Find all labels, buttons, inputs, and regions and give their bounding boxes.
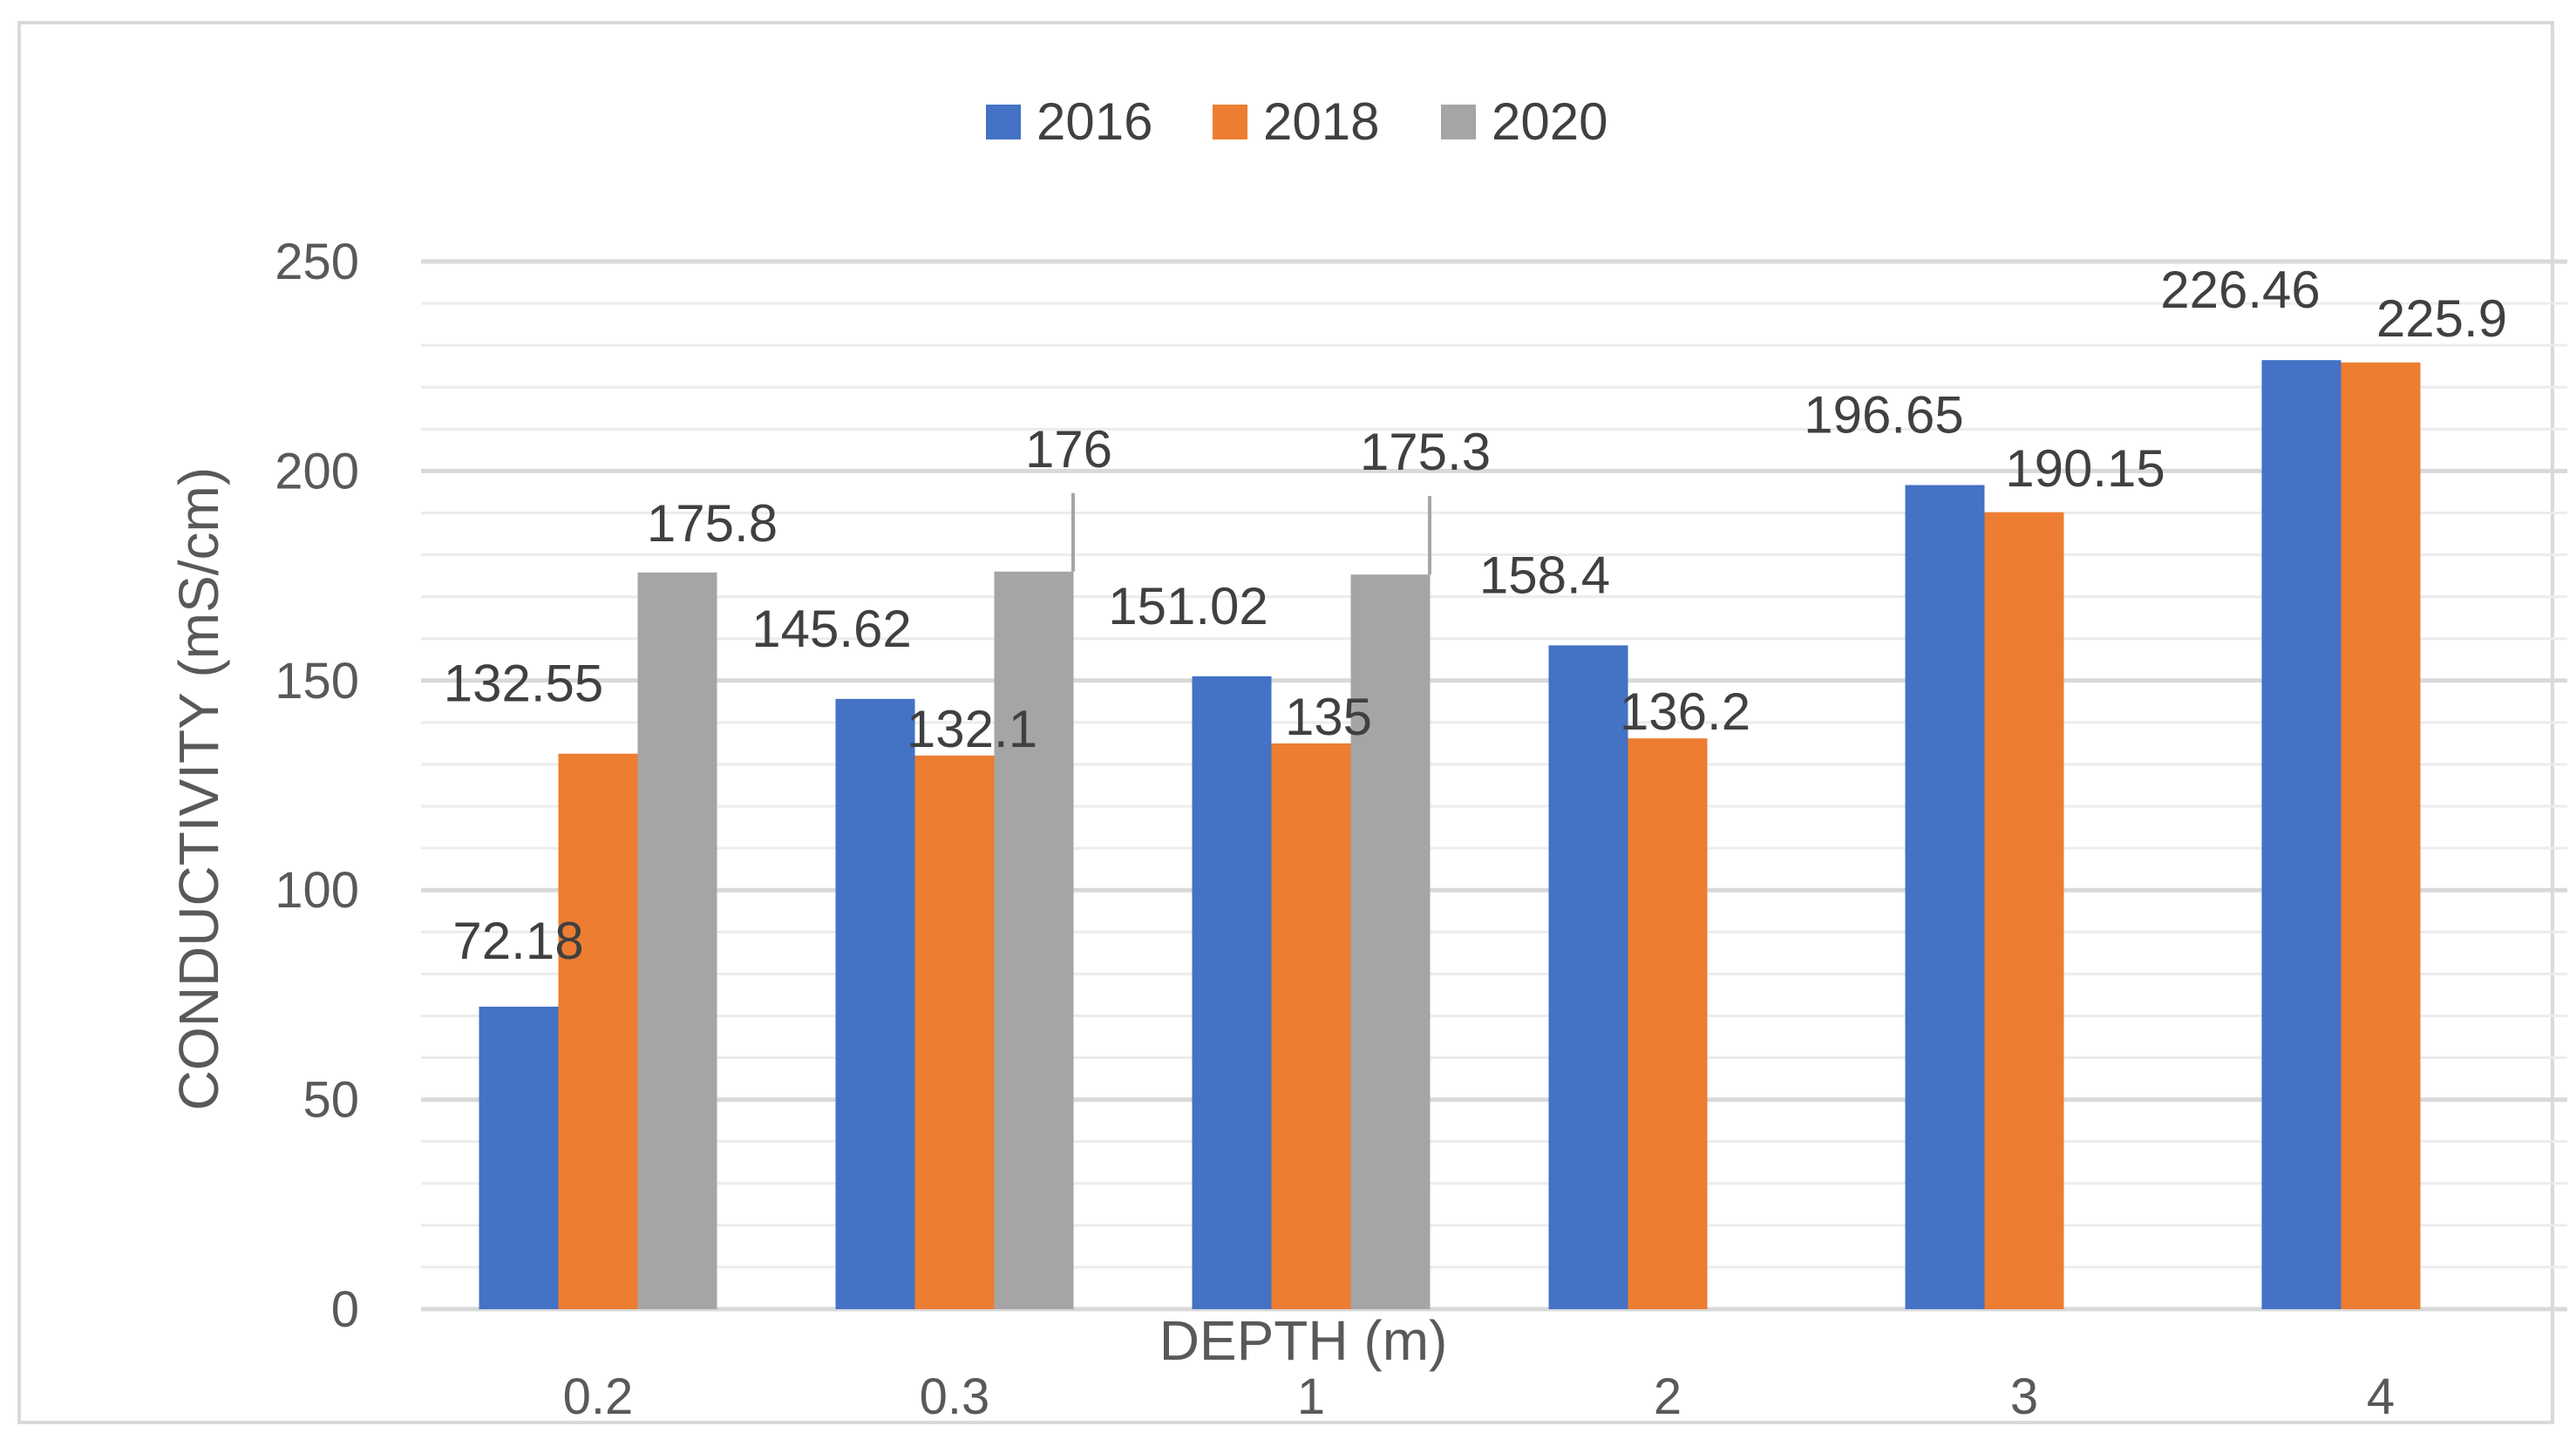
bar-2018-0.3 <box>914 755 995 1309</box>
y-tick-label: 250 <box>275 234 359 290</box>
gridlines <box>421 259 2567 1312</box>
y-tick-label: 150 <box>275 653 359 709</box>
label-leader-lines <box>1071 492 1431 575</box>
bar-2016-4 <box>2261 360 2342 1310</box>
bar-2016-3 <box>1905 485 1985 1309</box>
y-tick-label: 50 <box>302 1072 359 1129</box>
x-axis-ticks: 0.2 0.3 1 2 3 4 <box>563 1368 2395 1425</box>
y-tick-label: 0 <box>331 1281 359 1338</box>
bar-2018-3 <box>1984 512 2064 1309</box>
bar-2018-2 <box>1628 738 1708 1309</box>
legend-swatch-2018 <box>1213 105 1247 139</box>
legend: 2016 2018 2020 <box>986 92 1607 151</box>
data-label-2020-1: 175.3 <box>1360 423 1491 481</box>
legend-swatch-2020 <box>1441 105 1476 139</box>
data-label-2018-0.2: 132.55 <box>444 655 604 713</box>
data-label-2016-0.2: 72.18 <box>452 912 583 970</box>
legend-label-2020: 2020 <box>1492 92 1607 151</box>
bar-2018-0.2 <box>558 753 638 1309</box>
data-labels: 72.18 132.55 175.8 145.62 132.1 176 151.02 135 1… <box>444 261 2507 970</box>
bar-2020-1 <box>1350 574 1431 1309</box>
legend-label-2016: 2016 <box>1037 92 1152 151</box>
data-label-2016-2: 158.4 <box>1479 546 1610 604</box>
x-axis-label: DEPTH (m) <box>1159 1309 1448 1372</box>
x-tick-label: 1 <box>1297 1368 1325 1425</box>
bars <box>479 360 2421 1310</box>
data-label-2018-4: 225.9 <box>2376 289 2507 348</box>
bar-2020-0.2 <box>637 572 717 1309</box>
bar-2016-1 <box>1192 675 1272 1309</box>
bar-2016-2 <box>1548 645 1628 1309</box>
x-tick-label: 3 <box>2010 1368 2038 1425</box>
data-label-2016-0.3: 145.62 <box>751 600 912 658</box>
legend-swatch-2016 <box>986 105 1021 139</box>
data-label-2018-2: 136.2 <box>1620 682 1750 741</box>
y-tick-label: 200 <box>275 443 359 499</box>
data-label-2016-1: 151.02 <box>1108 577 1268 635</box>
x-tick-label: 2 <box>1654 1368 1682 1425</box>
data-label-2016-3: 196.65 <box>1804 386 1964 445</box>
legend-label-2018: 2018 <box>1263 92 1379 151</box>
data-label-2016-4: 226.46 <box>2160 261 2321 319</box>
bar-2020-0.3 <box>994 571 1074 1309</box>
y-axis-label: CONDUCTIVITY (mS/cm) <box>167 467 230 1110</box>
data-label-2018-0.3: 132.1 <box>907 700 1037 758</box>
y-axis-ticks: 0 50 100 150 200 250 <box>275 234 359 1338</box>
bar-2018-4 <box>2341 362 2421 1309</box>
data-label-2018-1: 135 <box>1285 688 1372 746</box>
bar-2016-0.2 <box>479 1006 559 1309</box>
data-label-2018-3: 190.15 <box>2005 439 2165 498</box>
x-tick-label: 0.2 <box>563 1368 634 1425</box>
x-tick-label: 0.3 <box>920 1368 990 1425</box>
bar-2018-1 <box>1271 743 1351 1309</box>
data-label-2020-0.2: 175.8 <box>647 494 778 553</box>
data-label-2020-0.3: 176 <box>1025 420 1112 479</box>
bar-2016-0.3 <box>835 698 915 1309</box>
x-tick-label: 4 <box>2367 1368 2395 1425</box>
y-tick-label: 100 <box>275 862 359 919</box>
